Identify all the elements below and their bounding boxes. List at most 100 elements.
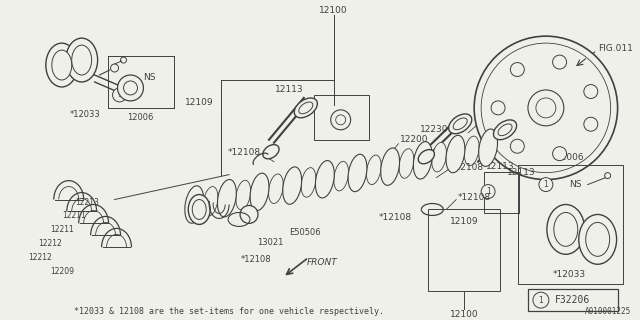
Text: *12108: *12108 (451, 163, 483, 172)
Circle shape (481, 185, 495, 198)
Text: 12113: 12113 (486, 162, 515, 171)
Bar (314, 95, 369, 140)
Ellipse shape (547, 204, 585, 254)
Ellipse shape (348, 154, 367, 192)
Ellipse shape (465, 136, 479, 166)
Ellipse shape (250, 173, 269, 211)
Text: 12113: 12113 (507, 168, 536, 177)
Ellipse shape (72, 45, 92, 75)
Bar (428, 210, 500, 291)
Text: 12212: 12212 (28, 253, 52, 262)
Text: *12108: *12108 (228, 148, 261, 157)
Circle shape (528, 90, 564, 126)
Text: 12213: 12213 (75, 198, 99, 207)
Text: 1: 1 (117, 91, 122, 100)
Ellipse shape (586, 222, 610, 256)
Text: 12109: 12109 (184, 98, 213, 108)
Ellipse shape (192, 200, 206, 220)
Text: *12108: *12108 (458, 193, 492, 202)
Circle shape (584, 84, 598, 99)
Ellipse shape (493, 120, 516, 140)
Ellipse shape (263, 145, 279, 159)
Ellipse shape (301, 168, 316, 197)
Ellipse shape (204, 187, 218, 216)
Circle shape (111, 64, 118, 72)
Circle shape (584, 117, 598, 131)
Ellipse shape (294, 98, 317, 118)
Text: 12211: 12211 (62, 211, 86, 220)
Text: *12108: *12108 (378, 213, 412, 222)
Ellipse shape (66, 38, 98, 82)
Ellipse shape (316, 161, 334, 198)
Circle shape (240, 205, 258, 223)
Circle shape (113, 88, 127, 102)
Text: E50506: E50506 (289, 228, 321, 237)
Ellipse shape (381, 148, 399, 185)
Ellipse shape (283, 167, 301, 204)
Circle shape (510, 62, 524, 76)
Ellipse shape (185, 186, 204, 223)
Text: FRONT: FRONT (307, 258, 337, 267)
Text: *12033: *12033 (69, 110, 100, 119)
Text: *12033 & 12108 are the set-items for one vehicle respectively.: *12033 & 12108 are the set-items for one… (74, 307, 384, 316)
Circle shape (481, 43, 611, 172)
Circle shape (552, 147, 566, 161)
Ellipse shape (269, 174, 284, 204)
Ellipse shape (449, 114, 472, 134)
Text: F32206: F32206 (555, 295, 591, 305)
Circle shape (552, 55, 566, 69)
Ellipse shape (432, 142, 447, 172)
Circle shape (510, 139, 524, 153)
Ellipse shape (554, 212, 578, 246)
Circle shape (533, 292, 549, 308)
Circle shape (118, 75, 143, 101)
Ellipse shape (419, 149, 435, 164)
Ellipse shape (399, 149, 414, 178)
Text: 1: 1 (538, 296, 543, 305)
Circle shape (336, 115, 346, 125)
Text: 12230: 12230 (420, 125, 449, 134)
Text: NS: NS (570, 180, 582, 189)
Ellipse shape (52, 50, 72, 80)
Text: 12100: 12100 (319, 6, 348, 15)
Ellipse shape (498, 124, 512, 136)
Ellipse shape (299, 102, 313, 114)
Text: A010001225: A010001225 (584, 307, 631, 316)
Text: 12200: 12200 (401, 135, 429, 144)
Text: 12113: 12113 (275, 85, 304, 94)
Circle shape (539, 178, 553, 192)
Text: FIG.011: FIG.011 (598, 44, 632, 52)
Ellipse shape (367, 155, 381, 185)
Text: 1: 1 (543, 180, 548, 189)
Ellipse shape (453, 118, 467, 130)
Ellipse shape (579, 214, 616, 264)
Circle shape (331, 110, 351, 130)
Ellipse shape (46, 43, 77, 87)
Ellipse shape (479, 129, 497, 166)
Circle shape (536, 98, 556, 118)
Text: NS: NS (143, 74, 156, 83)
Bar (484, 172, 519, 213)
Text: 12212: 12212 (38, 239, 61, 248)
Text: 13021: 13021 (257, 238, 284, 247)
Text: 12100: 12100 (450, 309, 479, 319)
Text: 12209: 12209 (50, 267, 74, 276)
Circle shape (124, 81, 138, 95)
Ellipse shape (334, 161, 349, 191)
Ellipse shape (236, 180, 251, 210)
Circle shape (491, 101, 505, 115)
Ellipse shape (218, 180, 236, 217)
Text: 12211: 12211 (50, 225, 74, 234)
Ellipse shape (446, 135, 465, 173)
Circle shape (474, 36, 618, 180)
Text: *12108: *12108 (241, 255, 272, 264)
Ellipse shape (188, 195, 210, 224)
Bar (518, 165, 623, 284)
Text: 1: 1 (486, 187, 490, 196)
Text: 12109: 12109 (450, 217, 479, 226)
Ellipse shape (413, 142, 432, 179)
Text: 12006: 12006 (556, 153, 584, 162)
Bar (528, 289, 618, 311)
Text: *12033: *12033 (553, 270, 586, 279)
Text: 12006: 12006 (127, 113, 154, 122)
